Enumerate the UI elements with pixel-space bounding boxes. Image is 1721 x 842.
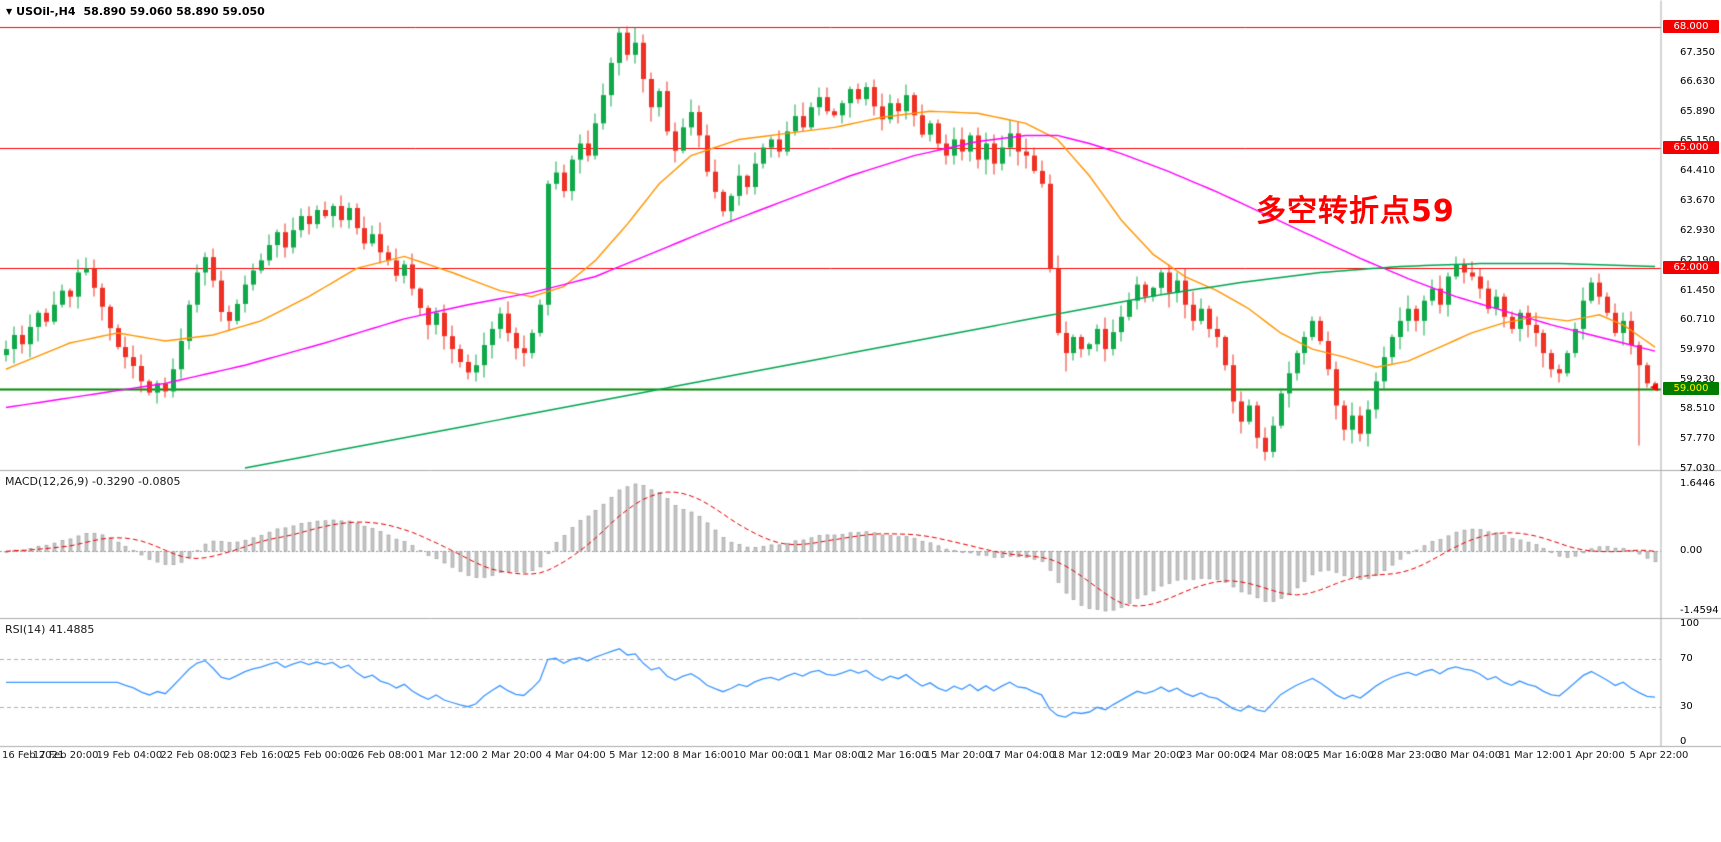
rsi-indicator-label: RSI(14) 41.4885 — [5, 623, 95, 636]
macd-indicator-label: MACD(12,26,9) -0.3290 -0.0805 — [5, 475, 181, 488]
symbol-dropdown-icon[interactable]: ▼ — [6, 7, 13, 16]
ohlc-values-label: 58.890 59.060 58.890 59.050 — [83, 5, 265, 18]
chinese-annotation-text: 多空转折点59 — [1256, 194, 1455, 229]
symbol-period-label: USOil-,H4 — [16, 5, 76, 18]
symbol-header[interactable]: ▼ USOil-,H4 58.890 59.060 58.890 59.050 — [6, 5, 265, 18]
